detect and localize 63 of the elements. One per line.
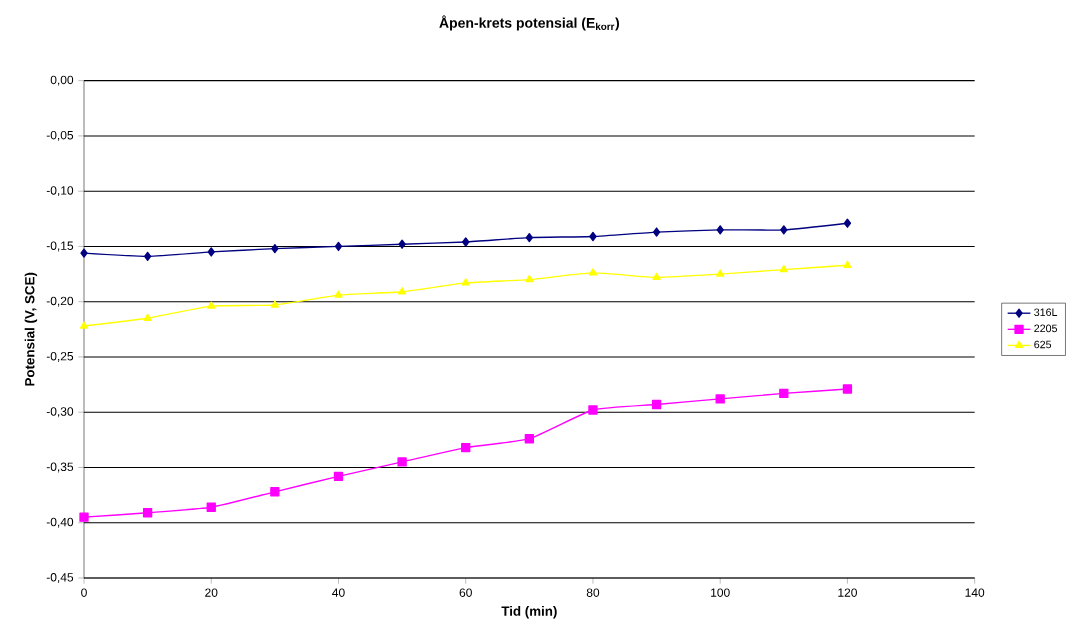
y-tick-label: -0,35 (46, 462, 74, 473)
point (780, 225, 788, 235)
point (525, 232, 534, 243)
x-tick-label: 100 (711, 588, 730, 597)
point (779, 388, 789, 399)
point (461, 278, 470, 286)
x-tick-label: 60 (459, 588, 472, 597)
point (461, 442, 471, 453)
y-axis-title: Potensial (V, SCE) (24, 272, 38, 386)
point (334, 241, 343, 252)
point (79, 321, 89, 329)
point (843, 260, 852, 268)
point (715, 394, 725, 404)
point (271, 243, 279, 254)
point (398, 239, 406, 249)
point (588, 405, 598, 415)
point (142, 508, 153, 518)
point (79, 512, 89, 522)
point (270, 487, 280, 497)
point (462, 237, 470, 247)
y-tick-label: -0,05 (46, 130, 74, 141)
point (779, 264, 788, 273)
point (842, 384, 853, 394)
x-axis-title: Tid (min) (501, 606, 557, 619)
point (716, 225, 724, 235)
y-tick-label: 0,00 (50, 75, 74, 86)
point (80, 248, 88, 258)
point (652, 227, 661, 237)
point (525, 274, 534, 283)
y-tick-label: -0,30 (46, 407, 74, 418)
point (397, 457, 407, 467)
point (716, 269, 725, 277)
point (652, 272, 661, 281)
point (333, 471, 344, 481)
point (207, 247, 215, 257)
point (334, 290, 343, 298)
point (588, 268, 598, 276)
x-tick-label: 40 (332, 588, 345, 597)
point (589, 231, 597, 242)
point (270, 300, 279, 308)
point (206, 502, 216, 512)
legend-label: 625 (1034, 340, 1052, 349)
point (843, 218, 852, 228)
point (524, 434, 535, 444)
chart-title: Åpen-krets potensial (E$_{korr}$) (439, 15, 620, 31)
x-tick-label: 0 (81, 588, 87, 597)
point (143, 313, 152, 321)
y-tick-label: -0,45 (46, 573, 74, 583)
y-tick-label: -0,15 (46, 241, 74, 252)
point (207, 301, 216, 309)
point (143, 251, 152, 262)
point (397, 287, 407, 295)
x-tick-label: 140 (965, 588, 985, 597)
y-tick-label: -0,20 (46, 296, 74, 307)
x-tick-label: 80 (586, 588, 600, 597)
point (651, 399, 662, 410)
y-tick-label: -0,40 (46, 517, 74, 528)
y-tick-label: -0,10 (46, 186, 74, 197)
legend-label: 2205 (1034, 324, 1058, 333)
legend-label: 316L (1034, 308, 1058, 317)
y-tick-label: -0,25 (46, 351, 74, 362)
x-tick-label: 20 (205, 588, 218, 597)
x-tick-label: 120 (838, 588, 857, 597)
